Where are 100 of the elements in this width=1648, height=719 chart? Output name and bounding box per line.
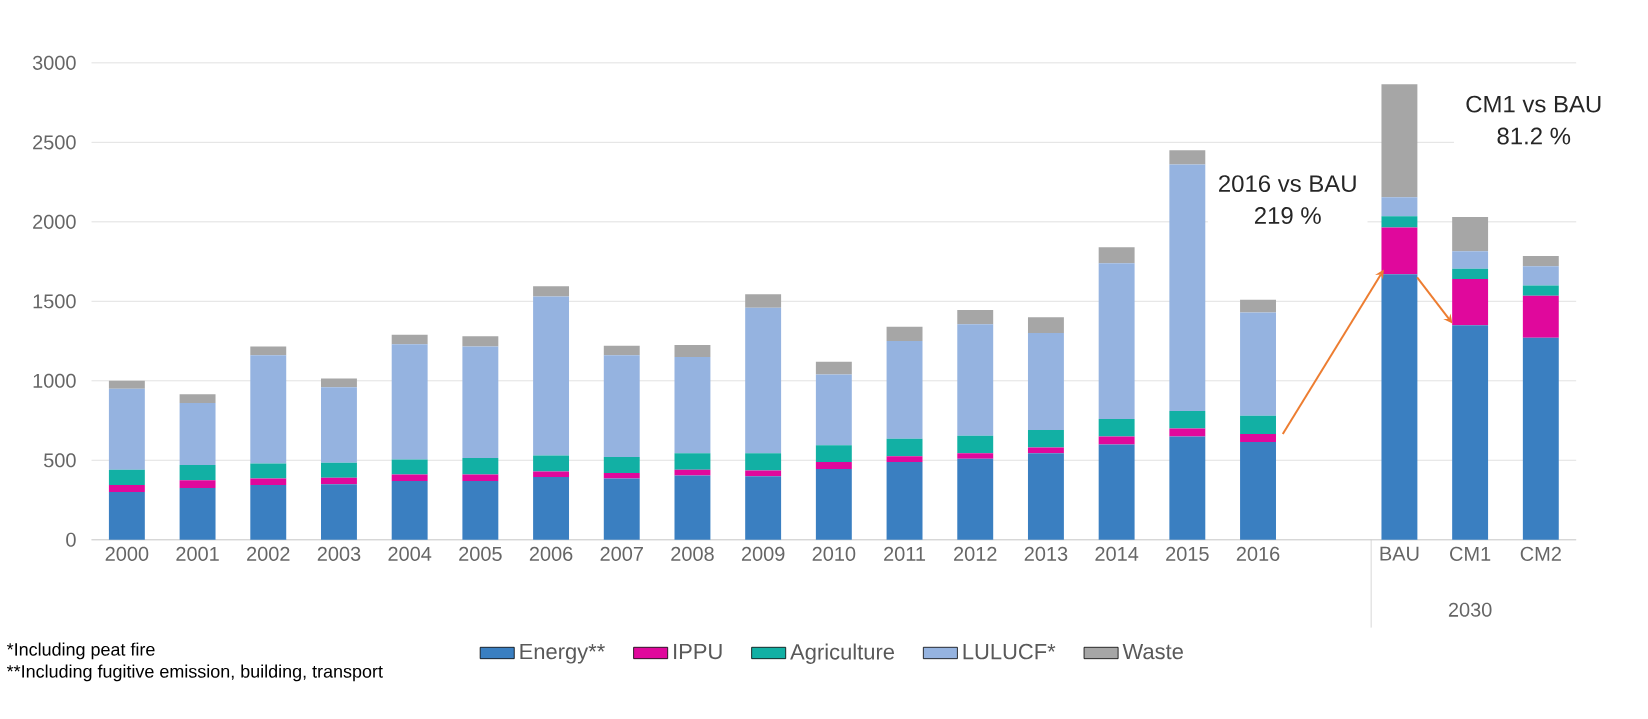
bar — [1240, 433, 1276, 442]
bar — [533, 296, 570, 456]
bar — [1098, 262, 1135, 419]
bar — [533, 286, 570, 297]
bar — [745, 293, 782, 308]
annotation: 2016 vs BAU — [1219, 174, 1356, 192]
bar — [1381, 197, 1418, 217]
bar — [321, 477, 357, 484]
bar — [745, 470, 782, 477]
bar — [1452, 268, 1489, 279]
x-tick-label: 2003 — [317, 546, 361, 561]
bar — [957, 324, 994, 436]
x-tick-label: 2015 — [1166, 546, 1209, 561]
bar — [1098, 436, 1135, 445]
y-tick-label: 1000 — [33, 373, 76, 388]
bar — [179, 487, 216, 540]
bar — [1240, 441, 1276, 540]
bar — [179, 394, 216, 403]
bar — [1452, 278, 1489, 325]
x-tick-label: CM1 — [1450, 546, 1491, 561]
bar — [815, 468, 852, 540]
legend-label: Energy** — [520, 643, 605, 664]
x-tick-label: 2006 — [529, 546, 573, 561]
bar — [1098, 418, 1135, 437]
bar — [462, 457, 499, 475]
bar — [1240, 312, 1276, 416]
bar — [815, 374, 852, 446]
bar — [957, 458, 994, 540]
bar — [321, 462, 357, 478]
bar — [1098, 444, 1135, 540]
bar — [1027, 332, 1064, 430]
bar — [815, 445, 852, 462]
bar — [391, 334, 428, 345]
bar — [321, 483, 357, 540]
bar — [1027, 452, 1064, 540]
bar — [1027, 447, 1064, 453]
bar — [886, 438, 923, 457]
bar — [603, 345, 640, 356]
bar — [1169, 436, 1206, 540]
annotation: 219 % — [1254, 206, 1321, 224]
bar — [1240, 299, 1276, 313]
bar — [108, 469, 145, 485]
text: 2030 — [1448, 602, 1492, 617]
bar — [674, 469, 711, 476]
y-tick-label: 0 — [66, 532, 76, 547]
bar — [462, 336, 499, 347]
bar — [462, 474, 499, 481]
x-tick-label: 2007 — [600, 546, 643, 561]
y-tick-label: 500 — [44, 453, 76, 468]
bar — [391, 459, 428, 475]
x-tick-label: 2010 — [812, 546, 856, 561]
bar — [957, 435, 994, 453]
bar — [179, 479, 216, 488]
bar — [603, 456, 640, 473]
bar — [391, 474, 428, 481]
bar — [250, 484, 287, 540]
x-tick-label: 2002 — [247, 546, 290, 561]
bar — [391, 344, 428, 460]
bar — [533, 476, 570, 540]
bar — [815, 361, 852, 375]
bar — [1381, 216, 1418, 228]
bar — [674, 452, 711, 470]
x-tick-label: 2004 — [388, 546, 432, 561]
x-tick-label: 2013 — [1024, 546, 1068, 561]
annotation: CM1 vs BAU — [1466, 95, 1601, 113]
annotation: 81.2 % — [1497, 127, 1571, 145]
bar — [1522, 295, 1559, 338]
y-tick-label: 2000 — [33, 214, 76, 229]
legend-label: IPPU — [674, 643, 722, 660]
bar — [1381, 84, 1418, 198]
bar — [1381, 227, 1418, 275]
bar — [674, 356, 711, 453]
x-tick-label: 2000 — [105, 546, 149, 561]
bar — [1169, 150, 1206, 165]
bar — [886, 326, 923, 341]
x-tick-label: 2011 — [884, 546, 926, 561]
x-tick-label: 2012 — [954, 546, 997, 561]
bar — [250, 478, 287, 485]
bar — [1381, 274, 1418, 540]
bar — [957, 452, 994, 459]
bar — [179, 464, 216, 480]
bar — [321, 386, 357, 463]
bar — [250, 463, 287, 479]
text: **Including fugitive emission, building, transport — [6, 664, 383, 682]
bar — [533, 455, 570, 472]
bar — [1522, 255, 1559, 267]
bar — [1169, 410, 1206, 429]
bar — [108, 380, 145, 389]
bar — [745, 476, 782, 540]
bar — [886, 340, 923, 439]
bar — [1027, 317, 1064, 333]
legend-label: Waste — [1122, 643, 1183, 660]
bar — [886, 461, 923, 540]
x-tick-label: 2008 — [671, 546, 714, 561]
x-tick-label: BAU — [1380, 546, 1419, 561]
x-tick-label: CM2 — [1520, 546, 1561, 561]
bar — [1098, 247, 1135, 263]
bar — [391, 480, 428, 540]
bar — [1452, 216, 1489, 252]
y-tick-label: 3000 — [32, 55, 76, 70]
